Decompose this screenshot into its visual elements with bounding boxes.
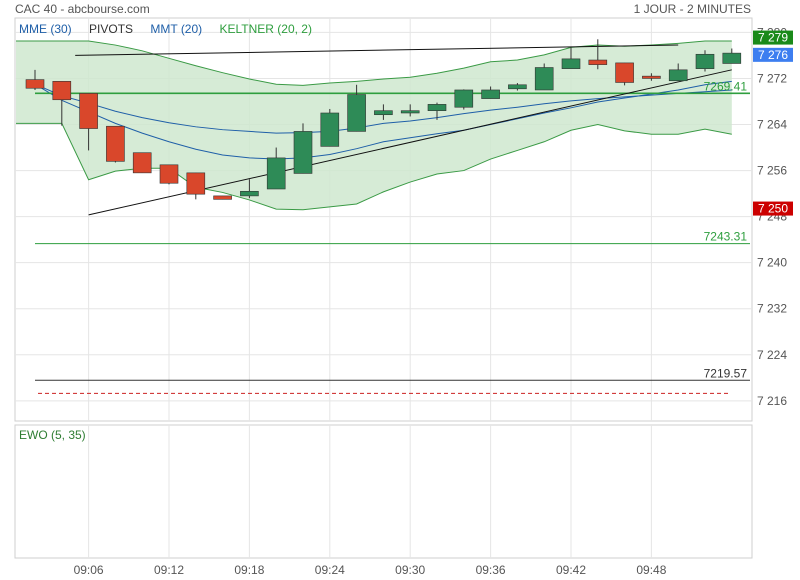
candle-body [106,125,125,162]
candle-body [347,94,366,132]
candle[interactable] [159,164,179,185]
candle-body [293,131,313,174]
ewo-panel [14,424,753,559]
trendline [75,44,679,56]
price-tag-label: 7 279 [758,31,788,45]
candle[interactable] [52,81,72,126]
candle-body [722,52,742,64]
pivot-label: 7219.57 [704,366,748,380]
x-tick-label: 09:12 [154,563,184,577]
y-tick-label: 7 256 [757,164,787,178]
candle-body [320,112,340,147]
x-tick-label: 09:18 [234,563,264,577]
candle[interactable] [588,39,608,70]
y-tick-label: 7 240 [757,256,787,270]
candle-body [52,81,72,101]
candle-body [695,53,715,69]
candle-body [427,104,447,111]
candle-body [454,89,474,108]
candle-body [374,110,393,116]
candle-body [508,84,527,90]
candle[interactable] [186,172,206,200]
candle[interactable] [240,179,259,199]
candle[interactable] [695,50,715,72]
candle-body [642,75,661,79]
y-tick-label: 7 224 [757,348,787,362]
candle-body [213,195,232,200]
candle[interactable] [106,125,125,163]
candle[interactable] [266,147,286,190]
x-tick-label: 09:30 [395,563,425,577]
legend-item-pivots[interactable]: PIVOTS [89,22,134,36]
candle[interactable] [25,69,45,90]
candle-body [588,59,608,65]
candle-body [615,62,634,83]
y-tick-label: 7 264 [757,118,787,132]
candle-body [400,110,420,114]
candle[interactable] [481,86,500,99]
candle[interactable] [400,104,420,117]
candle-body [79,93,98,129]
candle-body [240,190,259,197]
price-tag-label: 7 276 [758,48,788,62]
candle[interactable] [427,102,447,120]
candle-body [668,69,688,82]
chart-title: CAC 40 - abcbourse.com [15,2,150,16]
candle[interactable] [668,63,688,82]
candle[interactable] [615,62,634,86]
legend-item-mme[interactable]: MME (30) [19,22,72,36]
mme-line [34,83,732,134]
y-tick-label: 7 232 [757,302,787,316]
candle[interactable] [454,89,474,110]
candle-body [25,79,45,89]
x-tick-label: 09:36 [476,563,506,577]
candle-body [561,58,581,69]
price-tag-label: 7 250 [758,202,788,216]
chart-period: 1 JOUR - 2 MINUTES [633,2,751,16]
candle-body [481,89,500,99]
candle-body [186,172,206,195]
candle[interactable] [320,108,340,147]
candle[interactable] [722,48,742,64]
x-tick-label: 09:48 [636,563,666,577]
pivot-label: 7243.31 [704,230,748,244]
x-tick-label: 09:24 [315,563,345,577]
x-tick-label: 09:42 [556,563,586,577]
pivot-label: 7269.41 [704,79,748,93]
candle[interactable] [79,93,98,151]
x-tick-label: 09:06 [74,563,104,577]
y-tick-label: 7 272 [757,71,787,85]
candle-body [534,67,554,91]
y-tick-label: 7 216 [757,394,787,408]
candle[interactable] [374,104,393,120]
price-tag [753,47,793,62]
legend-item-mmt[interactable]: MMT (20) [150,22,203,36]
candle-body [266,157,286,190]
candle[interactable] [642,73,661,81]
candle[interactable] [561,47,581,69]
price-tag [753,201,793,216]
price-tag [753,30,793,45]
legend-item-keltner[interactable]: KELTNER (20, 2) [219,22,312,36]
candle[interactable] [132,152,152,174]
candle[interactable] [293,123,313,174]
candle-body [159,164,179,184]
candle[interactable] [347,84,366,132]
mmt-line [34,80,732,160]
candle[interactable] [213,195,232,200]
indicator-legend: MME (30) PIVOTS MMT (20) KELTNER (20, 2) [19,22,326,36]
candle[interactable] [508,83,527,91]
subpanel-label-ewo: EWO (5, 35) [19,428,86,442]
candle[interactable] [534,63,554,91]
candle-body [132,152,152,174]
